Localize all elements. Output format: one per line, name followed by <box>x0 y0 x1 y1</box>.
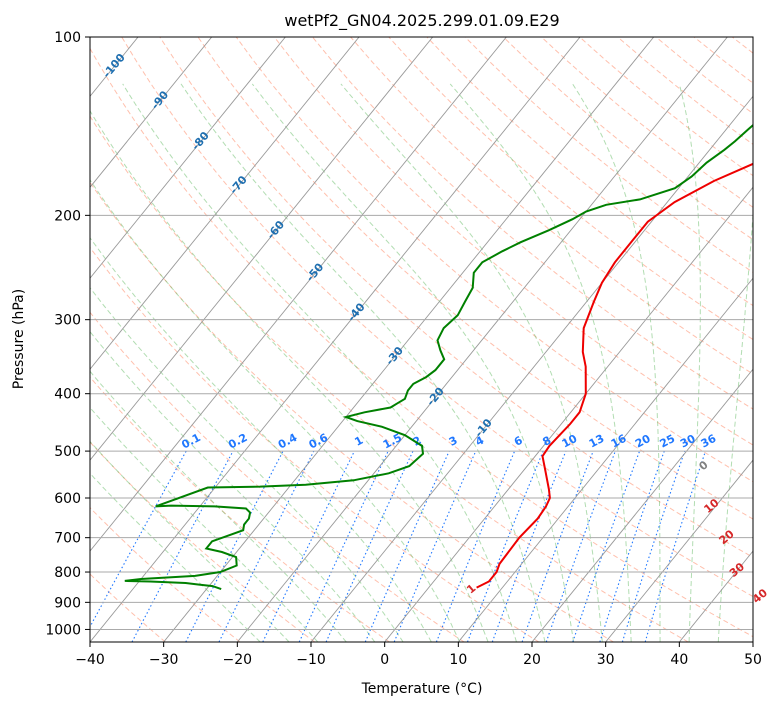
y-tick-label: 500 <box>54 444 81 460</box>
x-axis-title: Temperature (°C) <box>361 681 483 697</box>
y-tick-label: 300 <box>54 313 81 329</box>
mixing-ratio-label: 30 <box>678 432 698 451</box>
isotherm <box>90 37 213 188</box>
dry-adiabat <box>235 37 753 483</box>
dewpoint-line <box>124 123 753 591</box>
moist-adiabats <box>90 83 753 642</box>
mixing-ratio-line <box>131 450 234 642</box>
dry-adiabat <box>159 37 753 558</box>
isotherm <box>531 368 753 642</box>
mixing-ratio-line <box>545 450 616 642</box>
mixing-ratio-label: 25 <box>658 432 678 451</box>
mixing-ratio-label: 10 <box>560 432 580 451</box>
mixing-ratio-line <box>185 450 284 642</box>
moist-adiabat <box>90 406 319 642</box>
x-tick-label: 0 <box>380 652 389 668</box>
y-tick-label: 100 <box>54 30 81 46</box>
moist-adiabat <box>180 83 546 642</box>
isotherm <box>90 37 434 461</box>
x-axis: −40 −30 −20 −10 0 10 20 30 40 50 <box>75 642 762 668</box>
mixing-ratio-line <box>644 450 707 642</box>
isotherm <box>90 37 507 552</box>
y-tick-label: 1000 <box>45 622 81 638</box>
temperature-line <box>476 162 753 589</box>
moist-adiabat <box>251 83 575 642</box>
moist-adiabat <box>572 83 661 642</box>
isotherm <box>236 37 728 642</box>
moist-adiabat <box>449 83 632 642</box>
x-tick-label: 50 <box>744 652 762 668</box>
dry-adiabat <box>90 441 316 642</box>
mixing-ratio-line <box>621 450 686 642</box>
dry-adiabat <box>90 246 540 642</box>
chart-title: wetPf2_GN04.2025.299.01.09.E29 <box>284 11 559 31</box>
isotherm <box>90 37 360 370</box>
isotherm <box>384 186 753 642</box>
moist-adiabat <box>90 286 404 642</box>
x-tick-label: −10 <box>296 652 326 668</box>
x-tick-label: 20 <box>523 652 541 668</box>
moist-adiabat <box>90 236 432 642</box>
isotherm <box>163 37 655 642</box>
background-lines <box>90 37 753 642</box>
y-tick-label: 600 <box>54 491 81 507</box>
x-tick-label: 40 <box>670 652 688 668</box>
y-axis-title: Pressure (hPa) <box>11 289 27 389</box>
moist-adiabat <box>122 83 517 642</box>
x-tick-label: 30 <box>597 652 615 668</box>
plot-frame <box>89 36 754 643</box>
mixing-ratio-label: 13 <box>587 432 607 451</box>
isotherm <box>90 37 286 279</box>
mixing-ratio-line <box>218 450 315 642</box>
y-tick-label: 700 <box>54 531 81 547</box>
mixing-ratio-line <box>599 450 665 642</box>
mixing-ratio-label: 16 <box>609 432 629 451</box>
isobars <box>90 37 753 630</box>
isotherm <box>90 37 581 642</box>
moist-adiabat <box>90 179 461 642</box>
moist-adiabat <box>90 109 489 642</box>
moist-adiabat <box>340 83 603 642</box>
mixing-ratio-line <box>521 450 594 642</box>
y-tick-label: 800 <box>54 565 81 581</box>
dry-adiabat <box>350 37 753 375</box>
moist-adiabat <box>90 440 290 642</box>
isotherm <box>310 95 753 642</box>
mixing-ratio-label: 36 <box>699 432 719 451</box>
y-tick-label: 400 <box>54 387 81 403</box>
dry-adiabat <box>90 506 241 642</box>
isotherm <box>605 459 753 642</box>
mixing-ratio-lines <box>90 450 707 642</box>
isotherms <box>90 37 753 642</box>
isotherm <box>457 277 753 642</box>
x-tick-label: −40 <box>75 652 105 668</box>
sounding-profiles <box>124 123 753 591</box>
dry-adiabat <box>388 37 753 341</box>
x-tick-label: −20 <box>223 652 253 668</box>
y-tick-label: 200 <box>54 208 81 224</box>
moist-adiabat <box>90 330 376 642</box>
x-tick-label: 10 <box>449 652 467 668</box>
y-tick-label: 900 <box>54 595 81 611</box>
x-tick-label: −30 <box>149 652 179 668</box>
mixing-ratio-line <box>364 450 450 642</box>
mixing-ratio-line <box>572 450 641 642</box>
mixing-ratio-line <box>491 450 567 642</box>
mixing-ratio-line <box>90 450 187 629</box>
moist-adiabat <box>90 472 261 642</box>
dry-adiabat <box>312 37 753 410</box>
dry-adiabat <box>121 37 753 598</box>
mixing-ratio-line <box>435 450 516 642</box>
mixing-ratio-line <box>466 450 544 642</box>
mixing-ratio-label: 20 <box>633 432 653 451</box>
y-axis: 100 200 300 400 500 600 700 800 900 1000 <box>45 30 90 638</box>
